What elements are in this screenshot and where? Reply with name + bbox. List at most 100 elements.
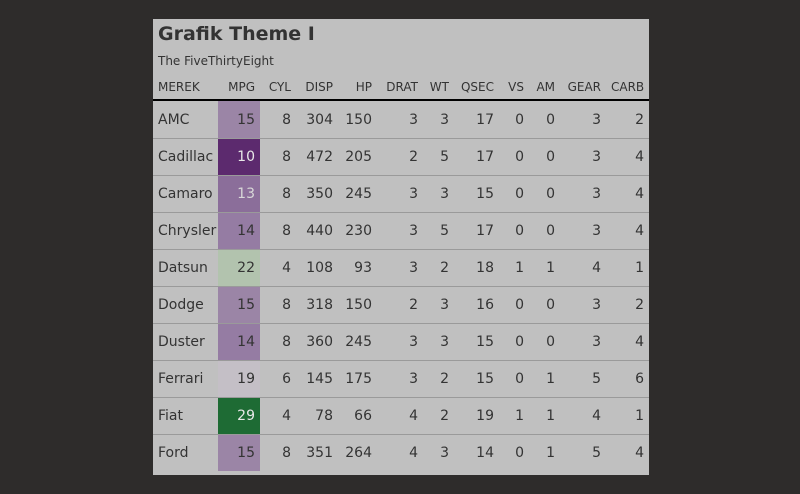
cell-carb: 4	[606, 323, 649, 361]
data-table: MEREK MPG CYL DISP HP DRAT WT QSEC VS AM GEAR CARB …	[153, 80, 649, 471]
column-header-vs: VS	[499, 80, 529, 101]
cell-qsec: 18	[454, 249, 499, 287]
table-row: Chrysler 14 8 440 230 3 5 17 0 0 3 4	[153, 212, 649, 250]
cell-gear: 3	[560, 175, 606, 213]
column-header-disp: DISP	[296, 80, 338, 101]
cell-wt: 5	[423, 212, 454, 250]
cell-vs: 0	[499, 323, 529, 361]
cell-carb: 1	[606, 249, 649, 287]
cell-qsec: 17	[476, 111, 494, 128]
cell-gear: 4	[560, 249, 606, 287]
cell-vs: 0	[499, 212, 529, 250]
cell-mpg-heat: 19	[218, 360, 260, 398]
cell-cyl: 8	[260, 175, 296, 213]
column-header-gear: GEAR	[560, 80, 606, 101]
cell-drat: 3	[377, 175, 423, 213]
row-label-cell: Datsun	[153, 249, 218, 287]
cell-drat: 4	[377, 397, 423, 435]
cell-am: 1	[529, 397, 560, 435]
cell-mpg-heat: 22	[218, 249, 260, 287]
cell-disp: 350	[296, 175, 338, 213]
cell-wt: 3	[440, 111, 449, 128]
cell-vs: 0	[499, 286, 529, 324]
cell-mpg-heat: 14	[218, 212, 260, 250]
cell-disp: 360	[296, 323, 338, 361]
cell-disp: 318	[296, 286, 338, 324]
cell-cyl: 8	[260, 212, 296, 250]
table-row: AMC 15 8 304 150 3 3 17 0 0 3 2	[153, 100, 649, 139]
table-subtitle: The FiveThirtyEight	[158, 54, 274, 68]
cell-cyl: 4	[260, 249, 296, 287]
cell-wt: 2	[423, 360, 454, 398]
cell-wt: 3	[423, 323, 454, 361]
cell-gear: 3	[560, 286, 606, 324]
cell-mpg-heat: 15	[218, 286, 260, 324]
table-row: Fiat 29 4 78 66 4 2 19 1 1 4 1	[153, 397, 649, 435]
cell-cyl: 8	[260, 286, 296, 324]
cell-vs: 1	[499, 249, 529, 287]
cell-mpg-heat: 29	[218, 397, 260, 435]
cell-qsec: 14	[454, 434, 499, 471]
table-card: Grafik Theme I The FiveThirtyEight MEREK…	[153, 19, 649, 475]
cell-hp: 150	[345, 111, 372, 128]
cell-disp: 304	[306, 111, 333, 128]
table-row: Dodge 15 8 318 150 2 3 16 0 0 3 2	[153, 286, 649, 324]
cell-am: 0	[529, 138, 560, 176]
cell-drat: 2	[377, 286, 423, 324]
row-label-cell: Duster	[153, 323, 218, 361]
cell-qsec: 16	[454, 286, 499, 324]
cell-gear: 3	[560, 138, 606, 176]
cell-drat: 3	[409, 111, 418, 128]
cell-carb: 2	[635, 111, 644, 128]
cell-qsec: 15	[454, 323, 499, 361]
cell-am: 1	[529, 249, 560, 287]
cell-gear: 3	[592, 111, 601, 128]
cell-qsec: 17	[454, 212, 499, 250]
table-body: AMC 15 8 304 150 3 3 17 0 0 3 2 Cadillac 10 8 472 205 2 5 1…	[153, 100, 649, 471]
row-label-cell: AMC	[158, 111, 190, 128]
column-header-carb: CARB	[606, 80, 649, 101]
cell-disp: 108	[296, 249, 338, 287]
cell-qsec: 15	[454, 360, 499, 398]
row-label-cell: Fiat	[153, 397, 218, 435]
cell-wt: 2	[423, 397, 454, 435]
cell-gear: 3	[560, 323, 606, 361]
cell-disp: 472	[296, 138, 338, 176]
table-row: Duster 14 8 360 245 3 3 15 0 0 3 4	[153, 323, 649, 361]
cell-carb: 4	[606, 434, 649, 471]
column-header-am: AM	[529, 80, 560, 101]
row-label-cell: Chrysler	[153, 212, 218, 250]
cell-hp: 264	[338, 434, 377, 471]
cell-cyl: 8	[260, 434, 296, 471]
cell-gear: 3	[560, 212, 606, 250]
cell-qsec: 19	[454, 397, 499, 435]
cell-am: 0	[546, 111, 555, 128]
cell-am: 0	[529, 286, 560, 324]
cell-wt: 3	[423, 175, 454, 213]
cell-carb: 4	[606, 138, 649, 176]
cell-am: 0	[529, 212, 560, 250]
row-label-cell: Ferrari	[153, 360, 218, 398]
cell-am: 0	[529, 175, 560, 213]
cell-wt: 5	[423, 138, 454, 176]
header-row: MEREK MPG CYL DISP HP DRAT WT QSEC VS AM GEAR CARB	[153, 80, 649, 101]
cell-hp: 93	[338, 249, 377, 287]
cell-carb: 6	[606, 360, 649, 398]
column-header-merek: MEREK	[153, 80, 218, 101]
cell-mpg-heat: 13	[218, 175, 260, 213]
cell-cyl: 4	[260, 397, 296, 435]
cell-disp: 351	[296, 434, 338, 471]
cell-vs: 1	[499, 397, 529, 435]
cell-cyl: 6	[260, 360, 296, 398]
cell-drat: 2	[377, 138, 423, 176]
cell-drat: 4	[377, 434, 423, 471]
table-row: Camaro 13 8 350 245 3 3 15 0 0 3 4	[153, 175, 649, 213]
cell-am: 1	[529, 434, 560, 471]
row-label-cell: Dodge	[153, 286, 218, 324]
table-row: Ferrari 19 6 145 175 3 2 15 0 1 5 6	[153, 360, 649, 398]
cell-wt: 3	[423, 286, 454, 324]
cell-disp: 440	[296, 212, 338, 250]
cell-disp: 78	[296, 397, 338, 435]
cell-drat: 3	[377, 360, 423, 398]
cell-cyl: 8	[282, 111, 291, 128]
